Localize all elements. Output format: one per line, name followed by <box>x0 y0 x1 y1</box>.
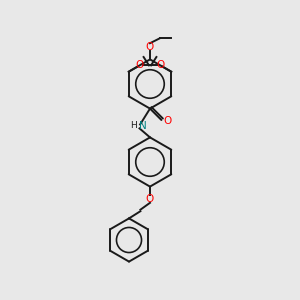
Text: O: O <box>156 60 164 70</box>
Text: O: O <box>146 42 154 52</box>
Text: H: H <box>130 122 136 130</box>
Text: O: O <box>146 194 154 204</box>
Text: O: O <box>164 116 172 127</box>
Text: O: O <box>136 60 144 70</box>
Text: N: N <box>140 121 147 131</box>
